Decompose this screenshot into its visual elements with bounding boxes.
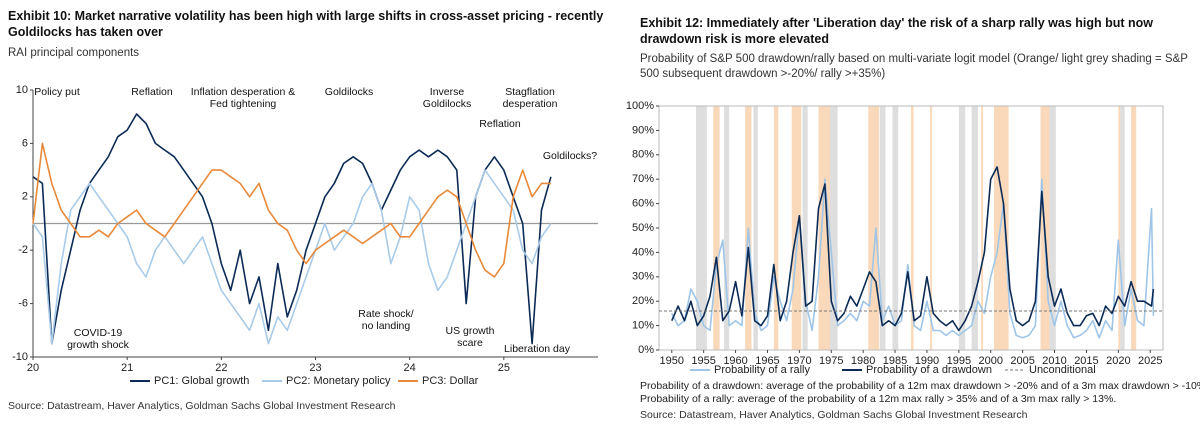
chart-subtitle: RAI principal components	[8, 47, 140, 59]
annotation: Reflation	[131, 86, 173, 98]
legend-label: Probability of a drawdown	[866, 364, 992, 376]
annotation: Inflation desperation & Fed tightening	[190, 86, 296, 110]
series-line	[32, 169, 552, 345]
y-tick-label: 30%	[632, 271, 654, 283]
legend-label: PC2: Monetary policy	[286, 375, 391, 387]
legend-label: Probability of a rally	[714, 364, 810, 376]
y-tick-label: 40%	[632, 246, 654, 258]
shading-band	[911, 106, 914, 350]
shading-band	[713, 106, 720, 350]
series-line	[32, 142, 551, 278]
y-tick-label: 80%	[632, 149, 654, 161]
shading-band	[1118, 106, 1121, 350]
x-tick-label: 1990	[915, 355, 939, 367]
shading-band	[724, 106, 730, 350]
y-tick-label: 2	[22, 191, 28, 203]
annotation: Reflation	[479, 118, 521, 130]
y-tick-label: 100%	[626, 100, 654, 112]
y-tick-label: 0%	[638, 344, 654, 356]
note: Probability of a drawdown: average of th…	[640, 380, 1200, 392]
series-line	[32, 113, 552, 345]
note: Probability of a rally: average of the p…	[640, 393, 1117, 405]
x-tick-label: 2025	[1138, 355, 1162, 367]
y-tick-label: 60%	[632, 198, 654, 210]
x-tick-label: 1970	[787, 355, 811, 367]
y-tick-label: 70%	[632, 173, 654, 185]
annotation: Goldilocks?	[542, 150, 598, 162]
x-tick-label: 2020	[1106, 355, 1130, 367]
x-tick-label: 1995	[947, 355, 971, 367]
annotation: Inverse Goldilocks	[422, 86, 472, 110]
shading-band	[753, 106, 758, 350]
x-tick-label: 25	[498, 362, 510, 374]
shading-band	[971, 106, 978, 350]
source: Source: Datastream, Haver Analytics, Gol…	[8, 400, 396, 412]
annotation: Goldilocks	[324, 86, 374, 98]
shading-band	[879, 106, 886, 350]
y-tick-label: 10	[16, 84, 28, 96]
x-tick-label: 2015	[1074, 355, 1098, 367]
shading-band	[892, 106, 899, 350]
x-tick-label: 1975	[819, 355, 843, 367]
y-tick-label: 6	[22, 137, 28, 149]
legend-label: PC3: Dollar	[422, 375, 479, 387]
x-tick-label: 24	[404, 362, 416, 374]
legend-label: Unconditional	[1029, 364, 1096, 376]
series-line	[671, 166, 1155, 332]
y-tick-label: 90%	[632, 124, 654, 136]
shading-band	[981, 106, 984, 350]
annotation: COVID-19 growth shock	[67, 327, 129, 351]
x-tick-label: 1965	[755, 355, 779, 367]
annotation: US growth scare	[445, 325, 495, 349]
shading-band	[930, 106, 933, 350]
shading-band	[1120, 106, 1125, 350]
shading-band	[829, 106, 838, 350]
annotation: Policy put	[34, 86, 80, 98]
shading-band	[773, 106, 779, 350]
annotation: Liberation day	[504, 343, 570, 355]
x-tick-label: 21	[121, 362, 133, 374]
x-tick-label: 20	[27, 362, 39, 374]
shading-band	[802, 106, 808, 350]
x-tick-label: 2000	[979, 355, 1003, 367]
y-tick-label: -2	[18, 244, 28, 256]
x-tick-label: 22	[215, 362, 227, 374]
shading-band	[958, 106, 966, 350]
x-tick-label: 23	[309, 362, 321, 374]
y-tick-label: -10	[12, 351, 28, 363]
annotation: Rate shock/ no landing	[358, 308, 414, 332]
x-tick-label: 1960	[723, 355, 747, 367]
chart-subtitle: Probability of S&P 500 drawdown/rally ba…	[640, 53, 1188, 80]
chart-title: Exhibit 12: Immediately after 'Liberatio…	[640, 16, 1154, 46]
shading-band	[818, 106, 830, 350]
x-tick-label: 2005	[1010, 355, 1034, 367]
y-tick-label: 10%	[632, 320, 654, 332]
y-tick-label: 20%	[632, 295, 654, 307]
annotation: Stagflation desperation	[502, 86, 558, 110]
chart-title: Exhibit 10: Market narrative volatility …	[8, 9, 604, 39]
x-tick-label: 1980	[851, 355, 875, 367]
x-tick-label: 1950	[660, 355, 684, 367]
shading-band	[696, 106, 707, 350]
shading-band	[1131, 106, 1137, 350]
series-line	[671, 178, 1155, 339]
x-tick-label: 1955	[691, 355, 715, 367]
source: Source: Datastream, Haver Analytics, Gol…	[640, 409, 1028, 421]
legend-label: PC1: Global growth	[154, 375, 249, 387]
x-tick-label: 2010	[1042, 355, 1066, 367]
shading-band	[868, 106, 880, 350]
shading-band	[1049, 106, 1056, 350]
y-tick-label: -6	[18, 298, 28, 310]
x-tick-label: 1985	[883, 355, 907, 367]
y-tick-label: 50%	[632, 222, 654, 234]
shading-band	[993, 106, 1009, 350]
